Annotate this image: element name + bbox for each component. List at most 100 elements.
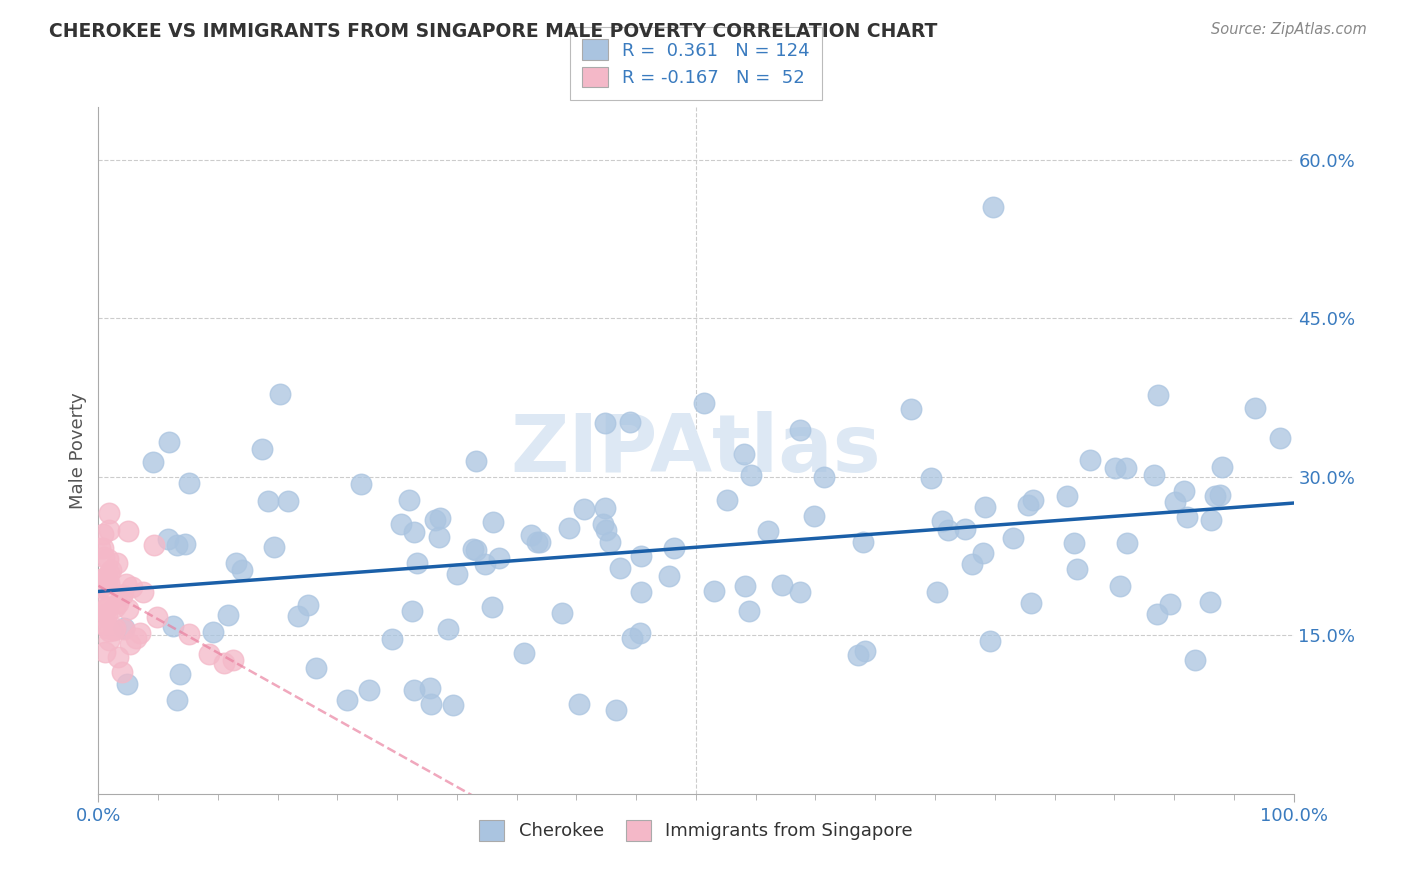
Point xyxy=(482,515,505,529)
Point xyxy=(974,500,997,515)
Point xyxy=(740,468,762,483)
Point xyxy=(142,538,165,552)
Point xyxy=(93,608,115,623)
Point xyxy=(481,600,503,615)
Point xyxy=(98,633,121,648)
Point xyxy=(98,506,121,520)
Point xyxy=(605,703,627,717)
Y-axis label: Male Poverty: Male Poverty xyxy=(69,392,87,508)
Point xyxy=(117,677,139,691)
Point xyxy=(94,645,117,659)
Point xyxy=(162,618,184,632)
Point xyxy=(402,524,425,539)
Point xyxy=(1146,607,1168,621)
Point xyxy=(429,511,451,525)
Point xyxy=(115,576,138,591)
Point xyxy=(157,532,180,546)
Point xyxy=(89,576,111,591)
Point xyxy=(107,596,129,610)
Point xyxy=(1164,495,1187,509)
Point xyxy=(89,541,111,555)
Point xyxy=(142,455,165,469)
Point xyxy=(120,637,142,651)
Point xyxy=(404,683,426,698)
Point xyxy=(90,599,112,613)
Point xyxy=(157,435,180,450)
Point xyxy=(1211,460,1233,475)
Point xyxy=(529,535,551,549)
Point xyxy=(1209,488,1232,502)
Point xyxy=(96,621,118,635)
Point xyxy=(1017,499,1039,513)
Point xyxy=(1115,461,1137,475)
Point xyxy=(851,535,873,549)
Point xyxy=(429,531,451,545)
Point xyxy=(692,396,714,410)
Point xyxy=(609,561,631,575)
Point xyxy=(90,572,112,586)
Point xyxy=(630,549,652,564)
Point xyxy=(146,610,169,624)
Point xyxy=(100,563,122,577)
Legend: Cherokee, Immigrants from Singapore: Cherokee, Immigrants from Singapore xyxy=(467,807,925,854)
Point xyxy=(222,653,245,667)
Point xyxy=(93,581,115,595)
Point xyxy=(231,563,253,577)
Point xyxy=(93,549,115,564)
Point xyxy=(401,603,423,617)
Point xyxy=(574,501,596,516)
Point xyxy=(104,621,127,635)
Point xyxy=(112,622,135,636)
Point xyxy=(962,557,984,571)
Point xyxy=(125,631,148,645)
Point xyxy=(96,601,118,615)
Point xyxy=(1022,492,1045,507)
Point xyxy=(593,416,616,430)
Point xyxy=(846,648,869,662)
Point xyxy=(263,540,285,554)
Point xyxy=(91,615,114,630)
Point xyxy=(98,624,121,638)
Point xyxy=(1021,596,1043,610)
Point xyxy=(225,557,247,571)
Point xyxy=(94,570,117,584)
Point xyxy=(1104,461,1126,475)
Point xyxy=(558,521,581,535)
Point xyxy=(599,534,621,549)
Point xyxy=(97,523,120,537)
Point xyxy=(1159,597,1181,611)
Point xyxy=(734,579,756,593)
Point xyxy=(931,514,953,528)
Point xyxy=(1078,452,1101,467)
Point xyxy=(1108,578,1130,592)
Point xyxy=(568,698,591,712)
Point xyxy=(920,471,942,485)
Point xyxy=(111,588,134,602)
Point xyxy=(1173,483,1195,498)
Point xyxy=(702,584,724,599)
Point xyxy=(658,568,681,582)
Point xyxy=(619,415,641,429)
Point xyxy=(803,508,825,523)
Point xyxy=(474,558,496,572)
Point xyxy=(96,607,118,621)
Point xyxy=(446,567,468,582)
Point xyxy=(621,632,644,646)
Point xyxy=(277,494,299,508)
Point xyxy=(90,580,112,594)
Point xyxy=(97,551,120,566)
Point xyxy=(91,526,114,541)
Point xyxy=(981,201,1004,215)
Point xyxy=(1002,531,1025,545)
Point xyxy=(169,667,191,681)
Point xyxy=(406,557,429,571)
Point xyxy=(398,493,420,508)
Point xyxy=(117,602,139,616)
Point xyxy=(103,624,125,638)
Point xyxy=(111,665,134,679)
Point xyxy=(217,608,239,623)
Point xyxy=(381,632,404,646)
Point xyxy=(1056,489,1078,503)
Point xyxy=(129,626,152,640)
Point xyxy=(1066,562,1088,576)
